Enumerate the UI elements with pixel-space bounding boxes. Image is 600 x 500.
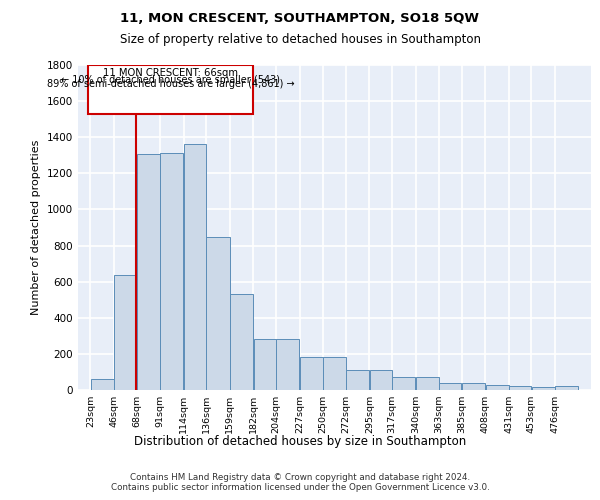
Text: 11 MON CRESCENT: 66sqm: 11 MON CRESCENT: 66sqm: [103, 68, 238, 78]
Bar: [91, 379, 113, 390]
Bar: [462, 383, 485, 390]
Text: ← 10% of detached houses are smaller (543): ← 10% of detached houses are smaller (54…: [61, 74, 280, 84]
Text: Distribution of detached houses by size in Southampton: Distribution of detached houses by size …: [134, 435, 466, 448]
Bar: [230, 294, 253, 390]
Bar: [184, 144, 206, 390]
Bar: [485, 386, 509, 390]
Y-axis label: Number of detached properties: Number of detached properties: [31, 140, 41, 315]
Bar: [137, 154, 160, 390]
Bar: [509, 386, 531, 390]
Bar: [370, 370, 392, 390]
Text: Contains HM Land Registry data © Crown copyright and database right 2024.
Contai: Contains HM Land Registry data © Crown c…: [110, 472, 490, 492]
Bar: [254, 338, 276, 390]
Bar: [88, 65, 253, 114]
Bar: [160, 154, 184, 390]
Bar: [416, 378, 439, 390]
Bar: [346, 370, 369, 390]
Bar: [556, 386, 578, 390]
Text: 89% of semi-detached houses are larger (4,861) →: 89% of semi-detached houses are larger (…: [47, 80, 295, 90]
Bar: [323, 356, 346, 390]
Bar: [206, 238, 230, 390]
Bar: [276, 338, 299, 390]
Text: 11, MON CRESCENT, SOUTHAMPTON, SO18 5QW: 11, MON CRESCENT, SOUTHAMPTON, SO18 5QW: [121, 12, 479, 26]
Bar: [114, 276, 136, 390]
Bar: [392, 378, 415, 390]
Bar: [439, 383, 461, 390]
Text: Size of property relative to detached houses in Southampton: Size of property relative to detached ho…: [119, 32, 481, 46]
Bar: [300, 356, 323, 390]
Bar: [532, 388, 555, 390]
